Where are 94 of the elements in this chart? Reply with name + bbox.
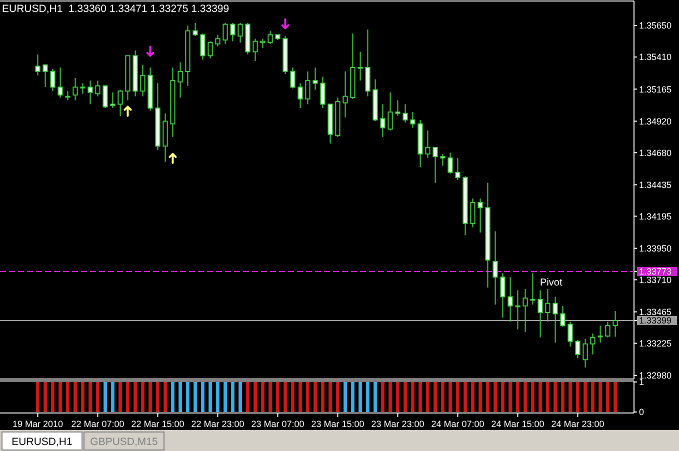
point xyxy=(281,18,290,30)
y-tick-label: 1.35650 xyxy=(639,20,672,31)
y-tick-label: 0 xyxy=(639,407,644,418)
candlestick xyxy=(50,68,56,92)
candlestick xyxy=(268,30,273,44)
x-tick-label: 23 Mar 07:00 xyxy=(251,419,304,429)
candlestick xyxy=(222,22,228,44)
y-tick-label: 1.33710 xyxy=(639,274,672,285)
candlestick xyxy=(492,230,498,306)
candlestick xyxy=(440,153,446,166)
candlestick xyxy=(65,90,70,101)
candlestick xyxy=(388,92,393,131)
candlestick xyxy=(410,112,416,128)
candlestick xyxy=(478,198,483,234)
candlestick xyxy=(238,22,243,44)
candlestick xyxy=(342,70,348,118)
candlestick xyxy=(545,288,550,322)
candlestick xyxy=(612,310,618,338)
candlestick xyxy=(538,290,543,338)
candlestick xyxy=(230,22,236,42)
y-tick-label: 1.34195 xyxy=(639,211,672,222)
x-tick-label: 22 Mar 23:00 xyxy=(191,419,244,429)
candlestick xyxy=(305,70,310,105)
candlestick xyxy=(530,272,536,306)
candlestick xyxy=(568,321,573,348)
y-tick-label: 1.35410 xyxy=(639,52,672,62)
candlestick xyxy=(320,76,326,109)
candlestick xyxy=(522,288,528,333)
candlestick xyxy=(260,38,266,48)
candlestick xyxy=(560,305,566,328)
y-tick-label: 1.33399 xyxy=(639,316,672,326)
candlestick xyxy=(432,146,438,184)
y-tick-label: 1.34680 xyxy=(639,148,672,158)
candlestick xyxy=(140,64,146,97)
candlestick xyxy=(365,29,370,97)
candlestick xyxy=(508,276,513,322)
ref-line-label: Pivot xyxy=(540,277,562,288)
y-tick-label: 1.34435 xyxy=(639,180,672,190)
candlestick xyxy=(102,85,108,109)
text: GBPUSD,M15 xyxy=(90,436,158,448)
candlestick xyxy=(605,321,610,338)
y-tick-label: 1 xyxy=(639,377,644,388)
candlestick xyxy=(208,40,213,59)
point xyxy=(168,152,177,164)
candlestick xyxy=(298,82,303,109)
candlestick xyxy=(598,325,603,344)
candlestick xyxy=(110,92,116,109)
candlestick xyxy=(575,340,580,359)
candlestick xyxy=(118,89,123,116)
candlestick xyxy=(215,34,220,48)
y-tick-label: 1.33465 xyxy=(639,306,672,317)
y-tick-label: 1.33950 xyxy=(639,243,672,254)
candlestick xyxy=(455,157,460,181)
candlestick xyxy=(380,104,386,138)
candlestick xyxy=(590,332,596,355)
candlestick xyxy=(470,198,476,228)
x-tick-label: 24 Mar 23:00 xyxy=(551,419,604,429)
candlestick xyxy=(95,80,100,97)
candlestick xyxy=(72,77,78,101)
candlestick xyxy=(88,80,93,105)
y-tick-label: 1.35165 xyxy=(639,84,672,94)
y-tick-label: 1.33225 xyxy=(639,338,672,348)
x-tick-label: 24 Mar 07:00 xyxy=(431,419,484,429)
x-tick-label: 23 Mar 15:00 xyxy=(311,419,364,429)
y-tick-label: 1.33773 xyxy=(639,266,672,277)
x-tick-label: 23 Mar 23:00 xyxy=(371,419,424,429)
y-tick-label: 1.34920 xyxy=(639,116,672,126)
text: EURUSD,H1 xyxy=(12,436,72,448)
candlestick xyxy=(552,296,558,344)
x-tick-label: 24 Mar 15:00 xyxy=(491,419,544,429)
candlestick xyxy=(58,67,63,98)
chart-title: EURUSD,H1 1.33360 1.33471 1.33275 1.33399 xyxy=(2,3,230,15)
candlestick xyxy=(200,32,206,60)
candlestick xyxy=(358,51,363,82)
candlestick xyxy=(290,67,296,89)
point xyxy=(124,106,132,117)
candlestick xyxy=(80,82,86,94)
candlestick xyxy=(312,67,318,90)
candlestick xyxy=(35,54,40,76)
candlestick xyxy=(515,290,520,330)
point xyxy=(146,46,154,57)
x-tick-label: 22 Mar 15:00 xyxy=(131,419,184,429)
x-tick-label: 22 Mar 07:00 xyxy=(71,419,124,429)
candlestick xyxy=(448,152,453,174)
candlestick xyxy=(582,338,588,368)
candlestick xyxy=(252,38,258,62)
candlestick xyxy=(42,64,48,88)
candlestick xyxy=(192,22,198,37)
x-tick-label: 19 Mar 2010 xyxy=(12,419,64,429)
candlestick xyxy=(500,272,506,318)
candlestick xyxy=(395,100,400,116)
candlestick xyxy=(178,62,183,98)
candlestick xyxy=(425,130,430,158)
candlestick xyxy=(402,104,408,124)
